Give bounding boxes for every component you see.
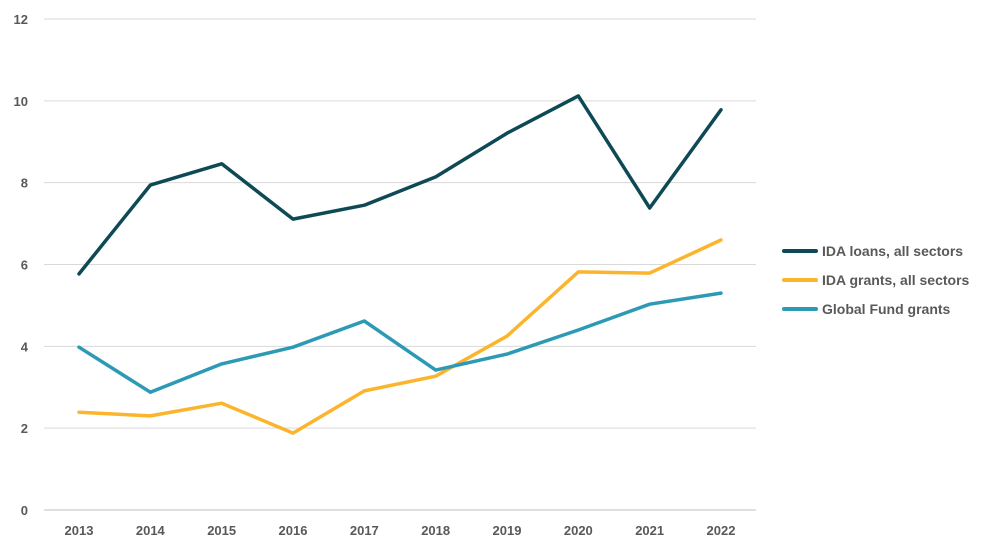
legend-swatch [782,306,818,311]
x-tick-label: 2013 [65,523,94,538]
x-tick-label: 2020 [564,523,593,538]
x-tick-label: 2022 [707,523,736,538]
y-tick-label: 4 [21,339,29,354]
legend: IDA loans, all sectors IDA grants, all se… [782,236,969,323]
y-tick-label: 8 [21,176,28,191]
y-tick-label: 0 [21,503,28,518]
x-tick-label: 2016 [279,523,308,538]
series-line [77,94,723,276]
legend-label: Global Fund grants [822,300,951,317]
x-tick-label: 2014 [136,523,166,538]
legend-swatch [782,248,818,253]
legend-swatch [782,277,818,282]
x-tick-label: 2015 [207,523,236,538]
legend-item: Global Fund grants [782,294,969,323]
series-line [77,291,723,394]
y-tick-label: 12 [14,12,28,27]
legend-item: IDA grants, all sectors [782,265,969,294]
legend-label: IDA loans, all sectors [822,242,964,259]
x-tick-label: 2019 [493,523,522,538]
legend-label: IDA grants, all sectors [822,271,970,288]
x-tick-label: 2021 [635,523,664,538]
x-tick-label: 2017 [350,523,379,538]
legend-item: IDA loans, all sectors [782,236,969,265]
series-line [77,238,723,435]
y-tick-label: 6 [21,258,28,273]
x-tick-label: 2018 [421,523,450,538]
y-tick-label: 2 [21,421,28,436]
y-tick-label: 10 [14,94,28,109]
